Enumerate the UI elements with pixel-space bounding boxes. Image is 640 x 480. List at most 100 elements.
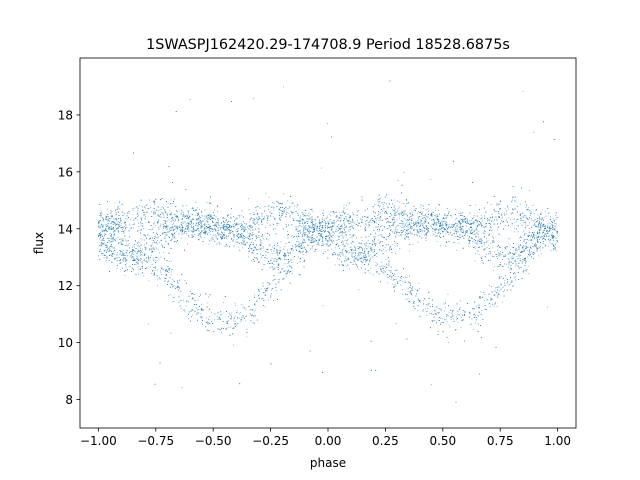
data-point — [222, 237, 223, 238]
data-point — [526, 247, 528, 249]
data-point — [300, 245, 301, 247]
data-point — [490, 260, 492, 261]
data-point — [458, 226, 460, 228]
data-point — [311, 227, 313, 229]
data-point — [122, 238, 124, 239]
data-point — [214, 319, 215, 321]
data-point — [261, 255, 263, 257]
data-point — [170, 274, 172, 276]
data-point — [345, 234, 347, 236]
data-point — [214, 228, 216, 230]
data-point — [140, 259, 142, 261]
data-point — [291, 213, 293, 215]
data-point — [234, 316, 236, 318]
data-point — [114, 240, 116, 241]
data-point — [540, 236, 541, 238]
data-point — [477, 242, 478, 244]
data-point — [325, 240, 327, 241]
data-point — [98, 226, 100, 228]
data-point — [154, 268, 156, 269]
data-point — [530, 251, 532, 253]
data-point — [258, 218, 260, 220]
data-point — [525, 214, 527, 216]
data-point — [353, 241, 355, 243]
data-point — [238, 313, 240, 315]
data-point — [239, 216, 241, 218]
data-point — [333, 222, 335, 224]
data-point — [112, 247, 114, 249]
data-point — [310, 227, 311, 229]
data-point — [122, 251, 124, 253]
data-point — [343, 220, 345, 222]
data-point — [138, 251, 140, 252]
data-point — [215, 215, 217, 217]
data-point — [430, 225, 432, 227]
data-point — [155, 213, 157, 214]
data-point — [456, 235, 458, 237]
data-point — [212, 225, 214, 227]
data-point — [265, 192, 267, 194]
data-point — [473, 246, 475, 248]
data-point — [404, 210, 406, 212]
data-point — [439, 223, 441, 225]
data-point — [515, 260, 516, 262]
data-point — [496, 249, 498, 251]
data-point — [378, 213, 379, 215]
data-point — [269, 296, 271, 298]
data-point — [100, 234, 101, 235]
data-point — [473, 221, 475, 223]
data-point — [103, 243, 105, 245]
data-point — [543, 232, 544, 234]
data-point — [473, 314, 474, 315]
data-point — [378, 220, 380, 222]
data-point — [345, 255, 347, 257]
data-point — [109, 233, 111, 234]
data-point — [528, 265, 530, 267]
data-point — [447, 214, 449, 216]
data-point — [407, 236, 408, 238]
data-point — [156, 240, 158, 241]
data-point — [126, 252, 128, 254]
data-point — [334, 233, 336, 234]
data-point — [162, 213, 164, 215]
data-point — [460, 316, 462, 318]
data-point — [108, 237, 110, 239]
data-point — [529, 210, 531, 212]
data-point — [497, 257, 499, 259]
data-point — [544, 225, 546, 227]
data-point — [190, 213, 192, 215]
data-point — [189, 220, 191, 222]
data-point — [104, 232, 106, 234]
data-point — [166, 221, 168, 223]
data-point — [357, 246, 359, 248]
data-point — [280, 241, 282, 243]
data-point — [275, 252, 277, 254]
data-point — [265, 254, 267, 256]
data-point — [310, 237, 312, 238]
data-point — [348, 259, 350, 260]
data-point — [506, 281, 508, 282]
data-point — [367, 239, 369, 241]
data-point — [273, 300, 275, 302]
data-point — [338, 228, 340, 230]
data-point — [198, 208, 200, 210]
data-point — [109, 217, 111, 219]
data-point — [528, 239, 530, 241]
data-point — [441, 230, 443, 232]
data-point — [190, 224, 191, 225]
data-point — [514, 227, 515, 229]
data-point — [144, 207, 146, 209]
data-point — [213, 218, 215, 219]
data-point — [530, 248, 532, 249]
data-point — [249, 221, 250, 223]
data-point — [207, 221, 209, 223]
data-point — [263, 292, 264, 294]
data-point — [214, 218, 216, 220]
data-point — [334, 223, 335, 225]
data-point — [242, 240, 244, 241]
data-point — [291, 202, 293, 204]
data-point — [349, 268, 350, 270]
data-point — [107, 218, 109, 220]
data-point — [535, 247, 537, 248]
data-point — [451, 313, 453, 314]
